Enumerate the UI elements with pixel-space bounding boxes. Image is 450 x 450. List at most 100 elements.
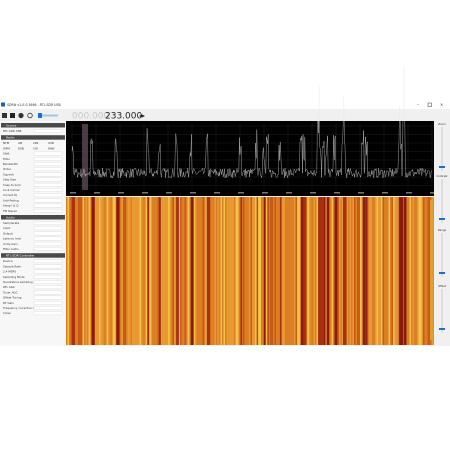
waterfall-column [196, 197, 198, 345]
waterfall-column [151, 197, 153, 345]
waterfall-column [255, 197, 257, 345]
close-button[interactable]: × [440, 102, 443, 107]
signal-stripe [334, 197, 338, 345]
slider-track[interactable] [441, 289, 443, 333]
waterfall-column [217, 197, 219, 345]
slider-label: Offset [438, 284, 446, 288]
panel-field[interactable] [33, 306, 63, 310]
waterfall-column [166, 197, 168, 345]
panel-field[interactable] [33, 198, 63, 203]
waterfall-column [426, 197, 428, 345]
panel-field[interactable] [33, 156, 63, 161]
slider-thumb[interactable] [439, 272, 445, 274]
spectrum-view [66, 121, 434, 196]
panel-label: Output [3, 231, 14, 235]
panel-label: DSB [18, 146, 24, 150]
signal-stripe [72, 197, 75, 345]
waterfall-column [252, 197, 254, 345]
panel-label: Correct IQ [3, 193, 18, 197]
panel-field[interactable] [33, 311, 63, 316]
panel-field[interactable] [33, 129, 63, 133]
signal-stripe [240, 197, 243, 345]
panel-field[interactable] [33, 259, 63, 264]
panel-field[interactable] [33, 231, 63, 236]
panel-field[interactable] [33, 269, 63, 274]
panel-field[interactable] [33, 264, 63, 269]
filter-band [82, 124, 88, 190]
window-title: SDR# v1.0.0.1666 - RTL-SDR USB [7, 103, 61, 107]
panel-field[interactable] [33, 177, 63, 182]
audio-button[interactable] [27, 112, 33, 119]
frequency-display[interactable]: 233.000 [105, 112, 142, 122]
waterfall-column [361, 197, 363, 345]
waterfall-column [261, 197, 263, 345]
panel-field[interactable] [33, 280, 63, 284]
section-title[interactable]: Audio [6, 215, 15, 219]
panel-field[interactable] [33, 300, 63, 305]
panel-field[interactable] [33, 162, 63, 166]
slider-thumb[interactable] [439, 328, 445, 330]
panel-label: WFM [3, 146, 10, 150]
panel-field[interactable] [33, 290, 63, 295]
waterfall-column [183, 197, 185, 345]
panel-field[interactable] [33, 226, 63, 231]
waterfall-column [241, 197, 243, 345]
panel-field[interactable] [33, 167, 63, 172]
panel-field[interactable] [33, 274, 63, 279]
panel-field[interactable] [33, 172, 63, 177]
volume-slider[interactable] [38, 114, 58, 117]
waterfall-column [340, 197, 342, 345]
panel-field[interactable] [33, 247, 63, 251]
panel-field[interactable] [33, 241, 63, 246]
slider-track[interactable] [441, 127, 443, 171]
freq-tick [406, 192, 412, 194]
waterfall-column [337, 197, 339, 345]
title-bar [0, 101, 450, 109]
section-title[interactable]: RTL-SDR Controller [6, 254, 35, 258]
settings-button[interactable] [18, 112, 24, 119]
panel-field[interactable] [33, 188, 63, 192]
waterfall-column [220, 197, 222, 345]
waterfall-column [265, 197, 267, 345]
volume-thumb[interactable] [38, 113, 42, 118]
slider-thumb[interactable] [439, 218, 445, 220]
panel-field[interactable] [33, 221, 63, 225]
minimize-button[interactable]: – [417, 102, 419, 107]
waterfall-column [390, 197, 392, 345]
stop-button[interactable] [10, 113, 15, 118]
waterfall-column [171, 197, 173, 345]
freq-tick [214, 192, 220, 194]
waterfall-column [229, 197, 231, 345]
maximize-button[interactable] [427, 102, 432, 107]
panel-field[interactable] [33, 285, 63, 290]
panel-field[interactable] [33, 236, 63, 241]
waterfall-column [307, 197, 309, 345]
signal-stripe [343, 197, 347, 345]
waterfall-column [114, 197, 116, 345]
panel-field[interactable] [33, 182, 63, 187]
waterfall-column [156, 197, 158, 345]
signal-stripe [366, 197, 368, 345]
slider-track[interactable] [441, 233, 443, 277]
section-title[interactable]: Radio [6, 136, 15, 140]
slider-thumb[interactable] [439, 166, 445, 168]
waterfall-column [244, 197, 246, 345]
slider-track[interactable] [441, 179, 443, 223]
section-title[interactable]: Source [6, 123, 16, 127]
frequency-leading[interactable]: 000.000 [72, 112, 109, 122]
waterfall-column [82, 197, 84, 345]
panel-field[interactable] [33, 295, 63, 300]
panel-field[interactable] [33, 208, 63, 213]
freq-tick [334, 192, 340, 194]
panel-field[interactable] [33, 203, 63, 208]
waterfall-column [417, 197, 419, 345]
tuning-arrows[interactable]: ◂▸ [139, 113, 145, 120]
waterfall-column [81, 197, 83, 345]
waterfall-column [223, 197, 225, 345]
menu-button[interactable] [2, 113, 7, 118]
waterfall-column [231, 197, 233, 345]
signal-stripe [303, 197, 307, 345]
panel-label: Lock Carrier [3, 188, 21, 192]
panel-field[interactable] [33, 193, 63, 198]
panel-field[interactable] [33, 151, 63, 156]
